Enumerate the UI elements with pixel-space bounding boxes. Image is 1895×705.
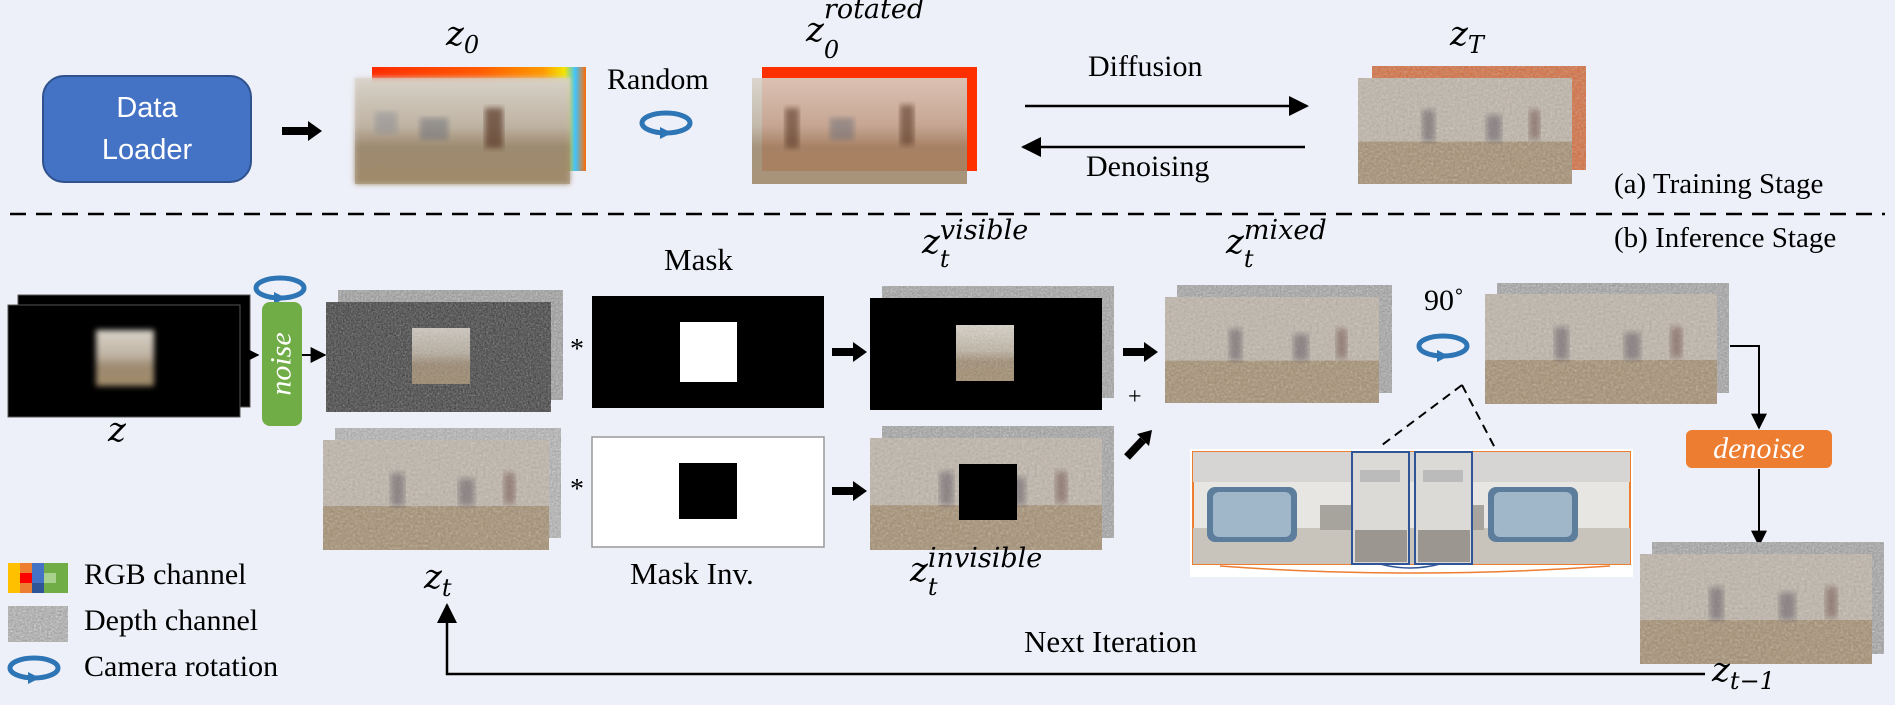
multiply-symbol-top: * xyxy=(570,334,584,365)
legend-depth-label: Depth channel xyxy=(84,604,259,637)
random-rotation-icon xyxy=(642,113,690,139)
z0-image xyxy=(355,67,586,184)
mask-inverse-label: Mask Inv. xyxy=(630,556,754,591)
multiply-symbol-bottom: * xyxy=(570,474,584,505)
zT-image xyxy=(1358,66,1586,184)
z0-rotated-image xyxy=(752,67,977,184)
legend-camera-label: Camera rotation xyxy=(84,650,279,683)
zT-label: zT xyxy=(1450,14,1484,59)
rgb-channel-icon xyxy=(8,563,68,593)
inference-stage-label: (b) Inference Stage xyxy=(1614,222,1837,254)
z0-rotated-label: z rotated 0 xyxy=(806,0,925,64)
denoising-label: Denoising xyxy=(1086,150,1210,183)
data-loader-box: Data Loader xyxy=(42,75,252,183)
data-loader-line1: Data xyxy=(116,92,178,124)
rotation-90-icon xyxy=(1419,336,1467,362)
zt-invisible-label: z invisible t xyxy=(910,543,1043,601)
zt-visible-image xyxy=(870,286,1114,410)
legend-rgb-label: RGB channel xyxy=(84,558,247,591)
panorama-example-image xyxy=(1190,449,1633,577)
diffusion-label: Diffusion xyxy=(1088,50,1203,83)
zt-mixed-label: z mixed t xyxy=(1226,215,1327,273)
zt-invisible-image xyxy=(870,426,1114,550)
zt-mixed-image xyxy=(1165,285,1392,403)
data-loader-line2: Loader xyxy=(101,134,193,166)
camera-rotation-icon xyxy=(10,658,58,684)
z0-label: z0 xyxy=(446,14,480,59)
zt-noisy-masked-image xyxy=(326,290,563,412)
plus-symbol: + xyxy=(1128,384,1142,410)
random-label: Random xyxy=(607,63,709,96)
mask-label: Mask xyxy=(664,242,733,277)
z-input-image xyxy=(7,294,251,418)
depth-channel-icon xyxy=(8,606,68,642)
zt-minus-1-image xyxy=(1640,542,1884,664)
zt-label: zt xyxy=(424,557,452,602)
training-stage-label: (a) Training Stage xyxy=(1614,168,1824,200)
zt-minus-1-label: zt−1 xyxy=(1712,650,1775,695)
next-iteration-label: Next Iteration xyxy=(1024,624,1198,659)
denoise-tag: denoise xyxy=(1686,430,1832,468)
zt-noisy-image xyxy=(323,428,561,550)
rotation-90-label: 90˚ xyxy=(1424,284,1464,317)
z-label: z xyxy=(108,410,126,450)
next-iteration-arrow xyxy=(437,603,1705,676)
zt-rotated-image xyxy=(1485,283,1729,404)
noise-tag: noise xyxy=(262,302,302,426)
zt-visible-label: z visible t xyxy=(922,215,1029,273)
noise-rotation-icon xyxy=(256,278,304,304)
